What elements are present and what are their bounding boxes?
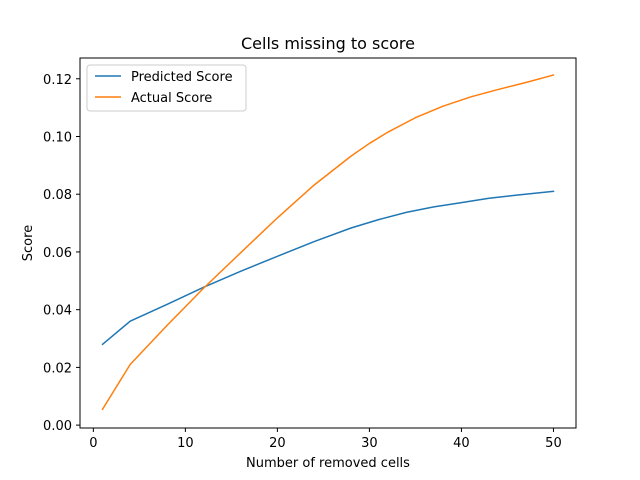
y-tick-label: 0.10: [43, 131, 72, 146]
x-tick-label: 20: [269, 436, 286, 451]
plot-area: [101, 74, 555, 411]
chart-title: Cells missing to score: [241, 34, 415, 53]
x-tick-label: 0: [89, 436, 97, 451]
y-tick-label: 0.12: [43, 73, 72, 88]
x-tick-label: 30: [361, 436, 378, 451]
x-axis-label: Number of removed cells: [246, 456, 410, 471]
y-tick-label: 0.08: [43, 188, 72, 203]
legend-label-1: Actual Score: [131, 91, 212, 106]
x-tick-label: 50: [545, 436, 562, 451]
x-tick-label: 10: [177, 436, 194, 451]
y-tick-label: 0.06: [43, 246, 72, 261]
legend-box: [86, 64, 247, 112]
legend-label-0: Predicted Score: [131, 70, 233, 85]
axes-frame: [79, 57, 577, 429]
y-tick-label: 0.00: [43, 419, 72, 434]
series-line-0: [101, 190, 555, 346]
series-line-1: [101, 74, 555, 411]
y-tick-label: 0.04: [43, 304, 72, 319]
y-axis: 0.00 0.02 0.04 0.06 0.08 0.10 0.12: [43, 73, 80, 434]
legend: Predicted Score Actual Score: [86, 64, 247, 112]
x-tick-label: 40: [453, 436, 470, 451]
y-tick-label: 0.02: [43, 361, 72, 376]
x-axis: 0 10 20 30 40 50: [89, 428, 562, 451]
y-axis-label: Score: [21, 225, 36, 261]
